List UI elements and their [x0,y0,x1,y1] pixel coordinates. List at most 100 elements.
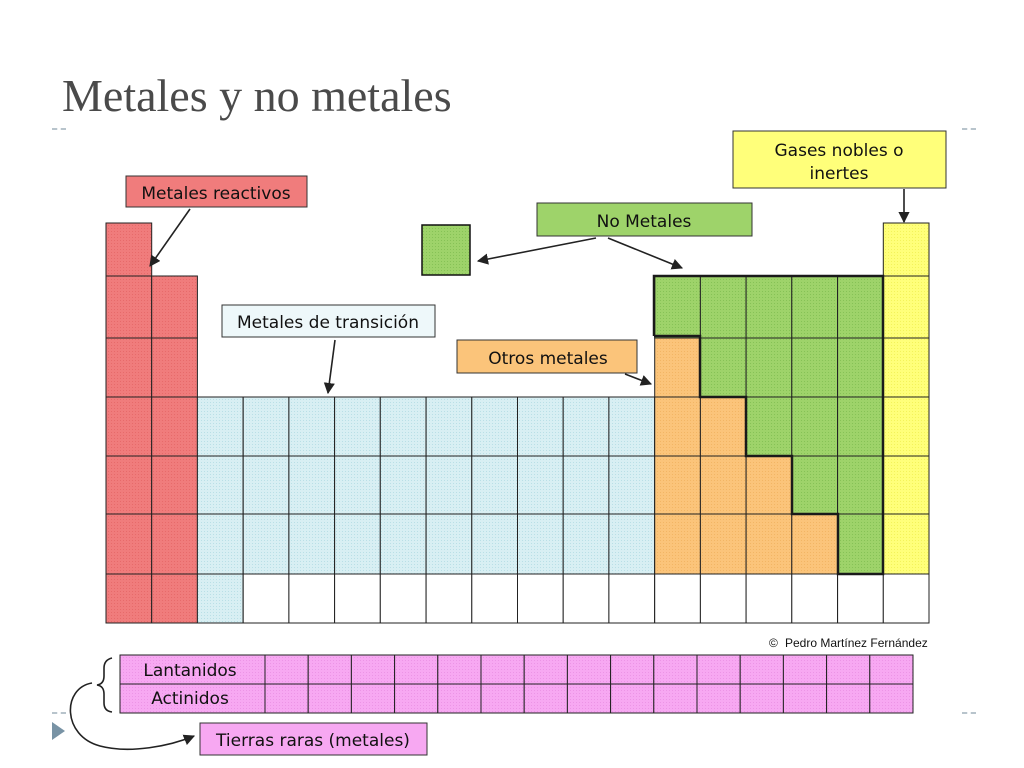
reactive-metal-cell [105,396,153,457]
nonmetal-cell [837,337,884,398]
other-metal-cell [654,396,701,457]
transition-metal-cell [562,396,610,457]
empty-cell [882,573,930,624]
empty-cell [334,573,381,624]
other-metal-cell [699,455,747,515]
other-metals-text: Otros metales [488,349,608,369]
other-metal-cell [699,513,747,575]
nonmetal-cell [699,275,747,339]
reactive-metal-cell [105,573,153,624]
other-metal-cell [654,337,701,398]
lanthanide-cell [307,654,352,685]
lanthanide-cell [480,654,525,685]
nonmetal-cell [791,275,838,339]
transition-metal-cell [608,396,656,457]
actinide-cell [264,683,309,714]
reactive-metal-cell [151,513,198,575]
title-divider-left [52,128,66,130]
lanthanide-cell [869,654,914,685]
reactive-metal-cell [105,455,153,515]
empty-cell [471,573,518,624]
noble-gases-label: Gases nobles o inertes [732,130,947,189]
copyright-symbol: © [769,636,778,650]
nonmetal-cell [745,275,793,339]
actinide-cell [782,683,828,714]
actinides-label: Actinidos [151,689,229,709]
actinide-cell [826,683,871,714]
transition-metal-cell [471,513,518,575]
empty-cell [837,573,884,624]
lanthanide-cell [566,654,612,685]
transition-metals-label: Metales de transición [221,304,436,338]
actinide-cell [739,683,784,714]
lanthanide-cell [696,654,741,685]
lanthanide-cell [739,654,784,685]
empty-cell [242,573,290,624]
reactive-metal-cell [151,455,198,515]
nonmetal-legend-square [421,224,471,276]
actinide-cell [566,683,612,714]
transition-metal-cell [517,513,564,575]
other-metal-cell [699,396,747,457]
transition-metal-cell [196,573,244,624]
actinide-cell [523,683,568,714]
nonmetal-cell [791,396,838,457]
reactive-metal-cell [105,222,153,277]
empty-cell [608,573,656,624]
actinide-cell [480,683,525,714]
actinide-cell [437,683,482,714]
play-icon[interactable] [52,722,65,740]
transition-arrow [323,339,336,395]
rare-earth-brace [96,657,113,713]
reactive-arrow [149,208,191,267]
empty-cell [288,573,336,624]
empty-cell [699,573,747,624]
noble-gas-cell [882,455,930,515]
transition-metal-cell [242,455,290,515]
transition-metal-cell [562,513,610,575]
nonmetal-cell [791,337,838,398]
rare-earths-arrow [69,682,196,751]
other-metal-cell [654,513,701,575]
transition-metal-cell [288,396,336,457]
transition-metal-cell [242,513,290,575]
reactive-metal-cell [151,337,198,398]
other-metals-label: Otros metales [456,339,638,374]
nonmetal-cell [837,455,884,515]
noble-gases-text-line2: inertes [810,164,869,184]
lanthanide-cell [653,654,698,685]
transition-metal-cell [517,455,564,515]
slide-title: Metales y no metales [62,70,452,121]
actinide-cell [696,683,741,714]
other-metal-cell [791,513,838,575]
transition-metal-cell [242,396,290,457]
noble-gas-cell [882,275,930,339]
reactive-metal-cell [105,337,153,398]
nonmetals-text: No Metales [597,212,692,232]
nonmetal-cell [837,396,884,457]
main-table-grid [105,222,930,624]
lanthanides-label: Lantanidos [143,661,236,681]
actinide-cell [307,683,352,714]
reactive-metals-text: Metales reactivos [141,184,290,204]
transition-metal-cell [288,513,336,575]
transition-metal-cell [471,455,518,515]
transition-metal-cell [425,396,473,457]
empty-cell [745,573,793,624]
empty-cell [517,573,564,624]
transition-metal-cell [196,396,244,457]
empty-cell [425,573,473,624]
transition-metal-cell [608,513,656,575]
actinide-cell [869,683,914,714]
other-metals-arrow [624,373,653,386]
actinide-cell [653,683,698,714]
transition-metal-cell [334,455,381,515]
copyright-text: Pedro Martínez Fernández [785,636,928,650]
nonmetal-cell [745,337,793,398]
nonmetals-label: No Metales [536,202,753,237]
lanthanide-cell [350,654,396,685]
transition-metal-cell [334,513,381,575]
rare-earths-text: Tierras raras (metales) [215,731,410,751]
lanthanide-cell [264,654,309,685]
nonmetal-staircase-outline [652,274,885,576]
